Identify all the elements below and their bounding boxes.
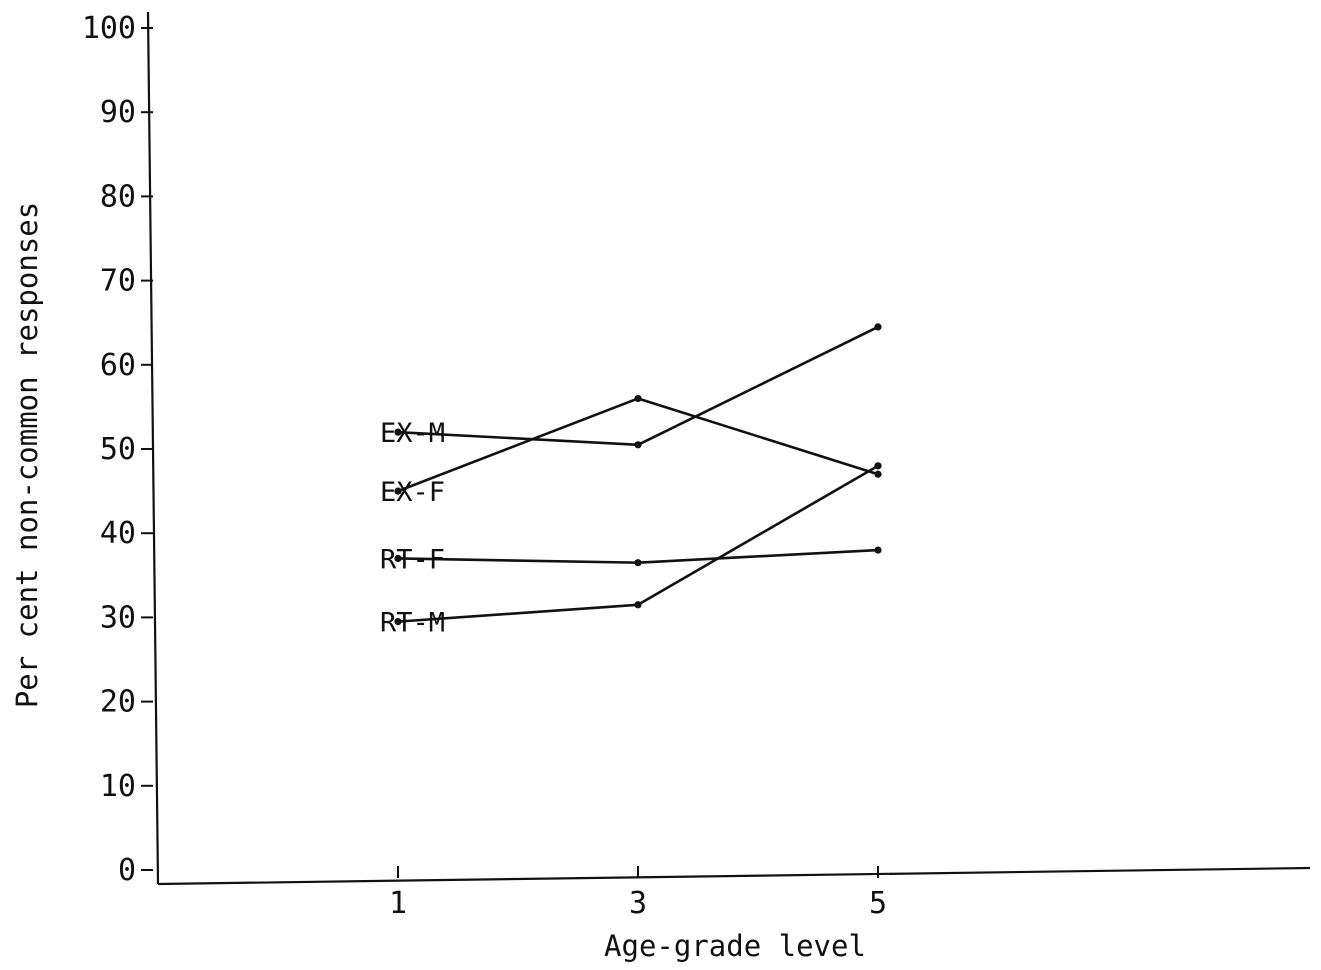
y-tick-label: 100 <box>82 11 136 46</box>
series-lines <box>394 323 882 626</box>
data-point-ex-m-3 <box>634 441 642 449</box>
y-axis-label: Per cent non-common responses <box>10 202 44 708</box>
data-point-ex-f-1 <box>394 487 402 495</box>
x-axis-ticks: 1 3 5 <box>389 866 887 921</box>
data-point-rt-m-5 <box>874 462 882 470</box>
y-tick-label: 90 <box>100 95 136 130</box>
x-tick-label: 5 <box>869 886 887 921</box>
y-tick-label: 20 <box>100 685 136 720</box>
x-axis-line <box>157 866 1311 886</box>
y-tick-label: 30 <box>100 600 136 635</box>
y-tick-label: 0 <box>118 853 136 888</box>
x-tick-label: 3 <box>629 886 647 921</box>
y-tick-label: 10 <box>100 769 136 804</box>
series-label-rt-m: RT-M <box>380 608 445 639</box>
y-tick-label: 60 <box>100 348 136 383</box>
series-label-ex-f: EX-F <box>380 477 445 508</box>
series-label-ex-m: EX-M <box>380 418 445 449</box>
x-axis-label: Age-grade level <box>604 929 866 963</box>
data-point-ex-m-1 <box>394 428 402 436</box>
data-point-rt-m-3 <box>634 601 642 609</box>
y-tick-label: 80 <box>100 179 136 214</box>
y-tick-label: 40 <box>100 516 136 551</box>
series-line-rt-m <box>396 464 880 623</box>
series-line-ex-m <box>396 325 880 447</box>
data-point-ex-f-3 <box>634 394 642 403</box>
y-tick-label: 50 <box>100 432 136 467</box>
series-labels: EX-M EX-F RT-F RT-M <box>380 418 445 638</box>
data-point-ex-m-5 <box>874 323 882 331</box>
series-label-rt-f: RT-F <box>380 544 445 575</box>
y-tick-label: 70 <box>100 264 136 299</box>
data-point-rt-m-1 <box>394 618 402 626</box>
data-point-rt-f-3 <box>634 559 642 567</box>
data-point-rt-f-5 <box>874 546 882 554</box>
y-axis-ticks: 0 10 20 30 40 50 60 70 80 90 100 <box>82 11 153 888</box>
chart-axes <box>146 11 1311 886</box>
x-tick-label: 1 <box>389 886 407 921</box>
data-point-rt-f-1 <box>394 554 402 563</box>
data-point-ex-f-5 <box>874 470 882 478</box>
